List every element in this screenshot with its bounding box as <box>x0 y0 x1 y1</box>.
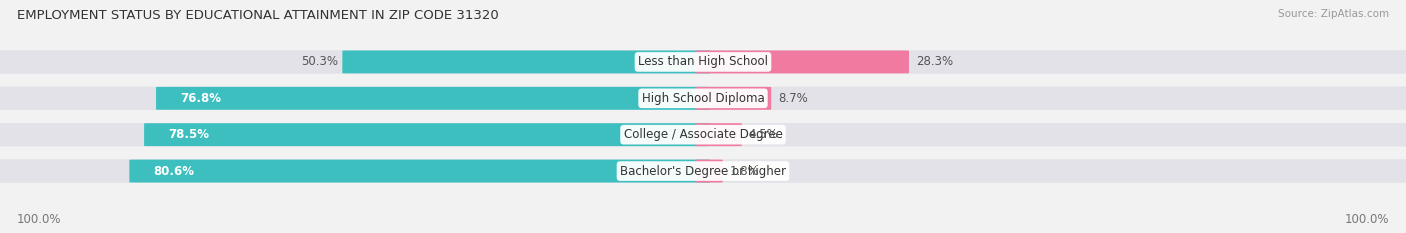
Text: 50.3%: 50.3% <box>301 55 337 69</box>
Text: 78.5%: 78.5% <box>167 128 209 141</box>
Text: Less than High School: Less than High School <box>638 55 768 69</box>
FancyBboxPatch shape <box>0 50 1406 74</box>
Text: EMPLOYMENT STATUS BY EDUCATIONAL ATTAINMENT IN ZIP CODE 31320: EMPLOYMENT STATUS BY EDUCATIONAL ATTAINM… <box>17 9 499 22</box>
FancyBboxPatch shape <box>156 87 710 110</box>
Text: College / Associate Degree: College / Associate Degree <box>624 128 782 141</box>
FancyBboxPatch shape <box>696 123 742 146</box>
Text: Source: ZipAtlas.com: Source: ZipAtlas.com <box>1278 9 1389 19</box>
Text: 8.7%: 8.7% <box>779 92 808 105</box>
FancyBboxPatch shape <box>0 159 1406 183</box>
Text: 1.8%: 1.8% <box>730 164 759 178</box>
FancyBboxPatch shape <box>0 87 1406 110</box>
Text: 80.6%: 80.6% <box>153 164 194 178</box>
Text: 100.0%: 100.0% <box>17 213 62 226</box>
Text: 28.3%: 28.3% <box>917 55 953 69</box>
FancyBboxPatch shape <box>696 51 910 73</box>
Text: 4.5%: 4.5% <box>748 128 779 141</box>
FancyBboxPatch shape <box>696 160 723 182</box>
FancyBboxPatch shape <box>0 123 1406 146</box>
FancyBboxPatch shape <box>343 51 710 73</box>
Text: High School Diploma: High School Diploma <box>641 92 765 105</box>
Text: Bachelor's Degree or higher: Bachelor's Degree or higher <box>620 164 786 178</box>
FancyBboxPatch shape <box>696 87 772 110</box>
Text: 100.0%: 100.0% <box>1344 213 1389 226</box>
FancyBboxPatch shape <box>129 160 710 182</box>
Text: 76.8%: 76.8% <box>180 92 221 105</box>
FancyBboxPatch shape <box>143 123 710 146</box>
